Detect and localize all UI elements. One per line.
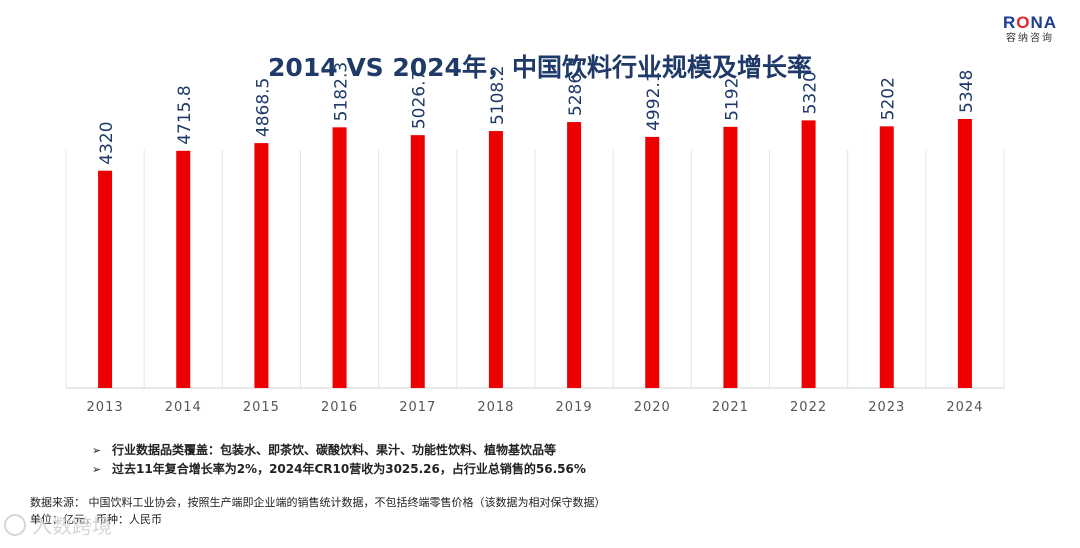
watermark: 入数跨境 bbox=[4, 510, 112, 539]
arrow-bullet-icon: ➢ bbox=[92, 444, 102, 457]
bar bbox=[98, 170, 113, 388]
x-tick-label: 2013 bbox=[87, 400, 124, 415]
bar-chart: 4320 2013 4715.8 2014 4868.5 2015 5182.3 2016 50… bbox=[65, 57, 1005, 415]
x-tick-label: 2016 bbox=[321, 400, 358, 415]
source-line: 数据来源： 中国饮料工业协会，按照生产端即企业端的销售统计数据，不包括终端零售价… bbox=[30, 496, 606, 509]
data-label: 5320 bbox=[801, 71, 821, 114]
data-label: 5202 bbox=[879, 77, 899, 120]
note-item: ➢ 行业数据品类覆盖：包装水、即茶饮、碳酸饮料、果汁、功能性饮料、植物基饮品等 bbox=[92, 441, 586, 460]
bar bbox=[332, 127, 347, 388]
x-tick-label: 2024 bbox=[946, 400, 983, 415]
unit-line: 单位：亿元，币种：人民币 bbox=[30, 513, 162, 526]
data-label: 5182.3 bbox=[332, 62, 352, 121]
data-label: 5108.2 bbox=[488, 66, 508, 125]
x-tick-label: 2017 bbox=[399, 400, 436, 415]
data-label: 5348 bbox=[957, 70, 977, 113]
data-label: 4992.1 bbox=[644, 71, 664, 130]
logo-subtitle: 容纳咨询 bbox=[1006, 33, 1054, 44]
x-tick-label: 2019 bbox=[556, 400, 593, 415]
bar bbox=[645, 136, 660, 388]
logo-mark: RONA bbox=[1002, 13, 1058, 32]
x-tick-label: 2020 bbox=[634, 400, 671, 415]
bar bbox=[801, 120, 816, 388]
bar bbox=[410, 135, 425, 388]
x-tick-label: 2023 bbox=[868, 400, 905, 415]
x-tick-label: 2021 bbox=[712, 400, 749, 415]
x-tick-label: 2022 bbox=[790, 400, 827, 415]
data-label: 5286.5 bbox=[566, 57, 586, 116]
x-tick-label: 2014 bbox=[165, 400, 202, 415]
note-text: 过去11年复合增长率为2%，2024年CR10营收为3025.26，占行业总销售… bbox=[112, 462, 586, 476]
data-label: 4715.8 bbox=[175, 85, 195, 144]
arrow-bullet-icon: ➢ bbox=[92, 463, 102, 476]
watermark-logo-icon bbox=[4, 513, 26, 536]
bar bbox=[879, 126, 894, 388]
notes: ➢ 行业数据品类覆盖：包装水、即茶饮、碳酸饮料、果汁、功能性饮料、植物基饮品等 … bbox=[92, 441, 586, 479]
data-label: 4320 bbox=[97, 121, 117, 164]
data-label: 4868.5 bbox=[253, 78, 273, 137]
bar bbox=[254, 143, 269, 388]
bar bbox=[176, 150, 191, 388]
rona-logo: RONA 容纳咨询 bbox=[994, 14, 1066, 46]
data-label: 5192 bbox=[722, 78, 742, 121]
bar bbox=[488, 131, 503, 388]
note-item: ➢ 过去11年复合增长率为2%，2024年CR10营收为3025.26，占行业总… bbox=[92, 460, 586, 479]
bar bbox=[957, 118, 972, 388]
bar bbox=[723, 126, 738, 389]
x-tick-label: 2015 bbox=[243, 400, 280, 415]
data-label: 5026.7 bbox=[410, 70, 430, 129]
note-text: 行业数据品类覆盖：包装水、即茶饮、碳酸饮料、果汁、功能性饮料、植物基饮品等 bbox=[112, 443, 557, 457]
chart-title: 2014 VS 2024年，中国饮料行业规模及增长率 bbox=[268, 53, 812, 82]
bar bbox=[567, 122, 582, 388]
watermark-text: 入数跨境 bbox=[32, 514, 112, 538]
data-source: 数据来源： 中国饮料工业协会，按照生产端即企业端的销售统计数据，不包括终端零售价… bbox=[30, 494, 606, 528]
x-tick-label: 2018 bbox=[477, 400, 514, 415]
